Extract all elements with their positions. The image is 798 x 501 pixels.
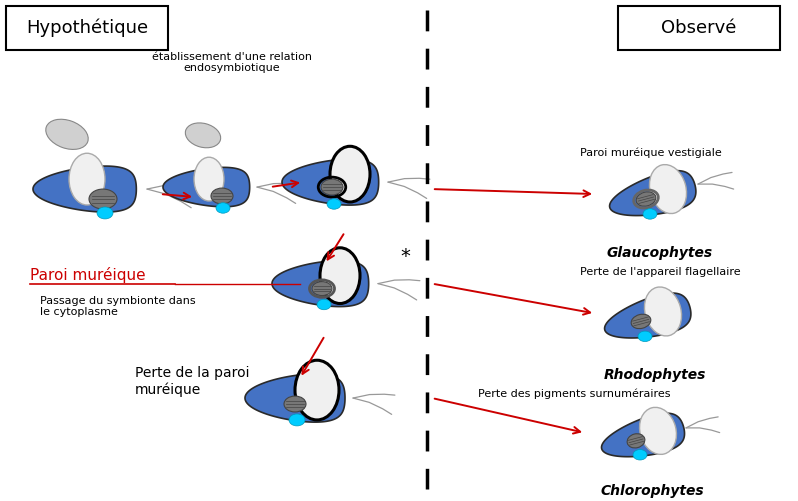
Ellipse shape [216,203,230,213]
FancyBboxPatch shape [6,6,168,50]
Text: *: * [400,247,410,266]
Text: établissement d'une relation
endosymbiotique: établissement d'une relation endosymbiot… [152,52,312,73]
Ellipse shape [317,299,331,310]
Text: Perte de l'appareil flagellaire: Perte de l'appareil flagellaire [580,267,741,277]
Ellipse shape [631,314,651,329]
Text: Perte de la paroi
muréique: Perte de la paroi muréique [135,366,250,397]
Text: Perte des pigments surnuméraires: Perte des pigments surnuméraires [478,388,670,399]
Ellipse shape [633,449,647,460]
Ellipse shape [312,282,332,296]
Text: Observé: Observé [662,19,737,37]
Text: Rhodophytes: Rhodophytes [604,368,706,382]
Polygon shape [245,374,345,422]
Ellipse shape [638,331,652,342]
Ellipse shape [194,157,224,201]
Ellipse shape [320,248,360,304]
Text: Passage du symbionte dans
le cytoplasme: Passage du symbionte dans le cytoplasme [40,296,196,317]
Ellipse shape [327,199,341,209]
Ellipse shape [295,360,339,420]
Polygon shape [602,413,685,457]
Text: Hypothétique: Hypothétique [26,19,148,37]
Polygon shape [610,171,696,215]
Ellipse shape [636,192,656,206]
Ellipse shape [321,179,343,195]
Text: Paroi muréique: Paroi muréique [30,267,145,283]
Polygon shape [282,159,379,205]
Polygon shape [605,293,691,338]
Ellipse shape [645,287,681,336]
Ellipse shape [211,188,233,204]
Ellipse shape [639,407,677,454]
Ellipse shape [330,146,370,202]
Text: Paroi muréique vestigiale: Paroi muréique vestigiale [580,147,721,158]
FancyBboxPatch shape [618,6,780,50]
Ellipse shape [97,207,113,219]
Ellipse shape [69,153,105,205]
Ellipse shape [45,119,89,149]
Polygon shape [163,167,250,207]
Text: Glaucophytes: Glaucophytes [607,246,713,260]
Ellipse shape [284,396,306,412]
Ellipse shape [643,209,657,219]
Polygon shape [272,261,369,307]
Polygon shape [33,166,136,212]
Ellipse shape [627,434,645,448]
Ellipse shape [185,123,221,148]
Ellipse shape [650,165,686,213]
Text: Chlorophytes: Chlorophytes [600,483,704,497]
Ellipse shape [89,189,117,209]
Ellipse shape [289,414,305,426]
